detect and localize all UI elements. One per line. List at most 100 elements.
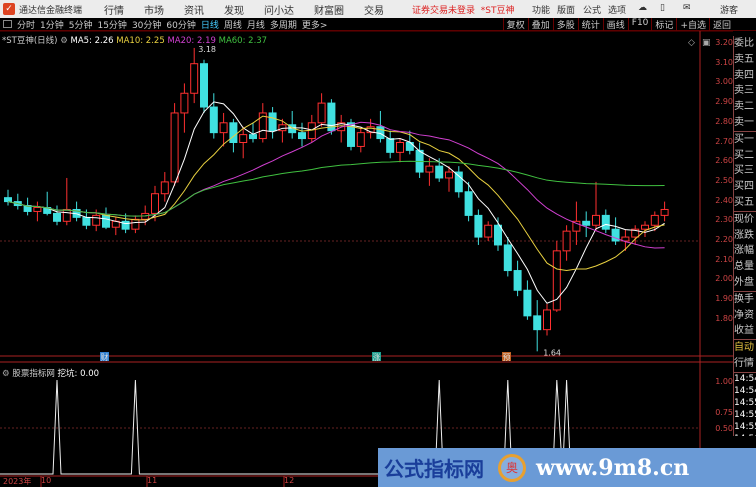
candle-body [650, 214, 659, 226]
user-label[interactable]: 游客 [720, 6, 739, 16]
candle-body [533, 315, 542, 331]
diamond-icon[interactable]: ◇ [688, 38, 695, 48]
candle-body [621, 236, 630, 242]
side-panel-item[interactable]: 买五 [734, 195, 756, 212]
period-5min[interactable]: 5分钟 [68, 20, 93, 31]
side-panel-item[interactable]: 换手 [734, 293, 754, 305]
candle-body [160, 181, 169, 195]
period-day[interactable]: 日线 [200, 20, 219, 31]
side-panel-item[interactable]: 总量 [734, 261, 754, 273]
side-panel-item[interactable]: 买一 [734, 133, 754, 145]
settings-icon[interactable]: ⚙ [60, 36, 68, 46]
toggle-panel-icon[interactable] [3, 20, 12, 28]
side-panel-item[interactable]: 14:55 [734, 397, 756, 408]
side-panel-item[interactable]: 现价 [734, 213, 754, 225]
candle-body [347, 122, 355, 147]
candle-body [562, 230, 571, 252]
candle-body [611, 228, 620, 242]
candle-body [82, 216, 91, 226]
side-panel-item[interactable]: 14:56 [734, 433, 756, 436]
candle-body [327, 102, 336, 132]
period-60min[interactable]: 60分钟 [166, 20, 196, 31]
period-tick[interactable]: 分时 [17, 20, 36, 31]
candle-body [425, 165, 434, 173]
menu-wealth[interactable]: 财富圈 [314, 5, 345, 17]
side-panel-item[interactable]: 买四 [734, 181, 754, 193]
watermark-banner: 公式指标网 奥 www.9m8.cn [378, 448, 756, 487]
side-panel-item[interactable]: 14:54 [734, 373, 756, 384]
date-month: 10 [41, 476, 52, 485]
side-panel-item[interactable]: 外盘 [734, 275, 756, 292]
candle-body [268, 112, 277, 132]
side-panel-item[interactable]: 14:55 [734, 421, 756, 432]
side-panel-item[interactable]: 净资 [734, 309, 754, 321]
menu-function[interactable]: 功能 [532, 6, 551, 16]
period-more[interactable]: 更多> [301, 20, 328, 31]
period-toolbar: 分时 1分钟 5分钟 15分钟 30分钟 60分钟 日线 周线 月线 多周期 更… [0, 18, 756, 31]
settings-icon[interactable]: ⚙ [2, 369, 10, 379]
side-panel-item[interactable]: 买三 [734, 165, 754, 177]
side-panel-item[interactable]: 收益 [734, 323, 756, 341]
price-tick: 3.10 [715, 57, 733, 67]
btn-multi-stock[interactable]: 多股 [552, 18, 578, 31]
candle-body [464, 191, 473, 216]
side-panel-item[interactable]: 卖三 [734, 85, 754, 97]
side-panel-item[interactable]: 涨跌 [734, 229, 754, 241]
candle-body [572, 220, 581, 232]
watermark-url: www.9m8.cn [536, 454, 690, 481]
side-panel-item[interactable]: 买二 [734, 149, 754, 161]
side-panel-item[interactable]: 卖二 [734, 101, 754, 113]
menu-formula[interactable]: 公式 [583, 6, 602, 16]
menu-bar: ✓ 通达信金融终端 行情 市场 资讯 发现 问小达 财富圈 交易 证券交易未登录… [0, 0, 756, 18]
menu-exchange[interactable]: 市场 [144, 5, 165, 17]
menu-options[interactable]: 选项 [608, 6, 627, 16]
side-panel-item[interactable]: 行情 [734, 356, 756, 373]
side-panel-item[interactable]: 14:55 [734, 409, 756, 420]
period-1min[interactable]: 1分钟 [40, 20, 64, 31]
btn-f10[interactable]: F10 [627, 18, 652, 31]
candle-body [631, 228, 640, 238]
candle-body [170, 112, 179, 183]
period-30min[interactable]: 30分钟 [131, 20, 162, 31]
candle-body [258, 112, 267, 140]
period-week[interactable]: 周线 [223, 20, 242, 31]
menu-market[interactable]: 行情 [104, 5, 125, 17]
btn-rights[interactable]: 复权 [502, 18, 528, 31]
side-panel-item[interactable]: 涨幅 [734, 245, 754, 257]
menu-layout[interactable]: 版面 [557, 6, 576, 16]
side-panel-item[interactable]: 自动 [734, 342, 754, 354]
phone-icon[interactable]: ▯ [660, 3, 665, 13]
candle-body [513, 270, 522, 291]
candle-body [386, 138, 395, 153]
message-icon[interactable]: ✉ [683, 3, 691, 13]
menu-trade[interactable]: 交易 [364, 5, 385, 17]
btn-stats[interactable]: 统计 [577, 18, 603, 31]
side-panel-item[interactable]: 14:54 [734, 385, 756, 396]
candle-body [552, 250, 561, 311]
menu-ask[interactable]: 问小达 [264, 5, 295, 17]
side-panel-item[interactable]: 委比 [734, 38, 754, 49]
btn-mark[interactable]: 标记 [651, 18, 676, 31]
side-panel-item[interactable]: 卖四 [734, 69, 754, 81]
menu-discover[interactable]: 发现 [224, 5, 245, 17]
login-warning[interactable]: 证券交易未登录 *ST豆神 [412, 3, 514, 16]
btn-back[interactable]: 返回 [708, 18, 734, 31]
btn-overlay[interactable]: 叠加 [527, 18, 553, 31]
period-month[interactable]: 月线 [246, 20, 265, 31]
side-panel-item[interactable]: 卖一 [734, 115, 756, 132]
candle-body [503, 244, 512, 272]
cloud-icon[interactable]: ☁ [638, 3, 647, 13]
price-tick: 2.20 [715, 235, 733, 244]
btn-add-watch[interactable]: +自选 [676, 18, 709, 31]
ma60-line [7, 160, 665, 217]
window-icon[interactable]: ▣ [702, 38, 711, 48]
price-tick: 1.90 [715, 294, 733, 304]
btn-draw[interactable]: 画线 [602, 18, 628, 31]
period-multi[interactable]: 多周期 [269, 20, 297, 31]
side-panel-item[interactable]: 卖五 [734, 53, 754, 65]
period-15min[interactable]: 15分钟 [97, 20, 127, 31]
menu-news[interactable]: 资讯 [184, 5, 205, 17]
watermark-text: 公式指标网 [384, 457, 484, 481]
candle-body [180, 92, 189, 114]
